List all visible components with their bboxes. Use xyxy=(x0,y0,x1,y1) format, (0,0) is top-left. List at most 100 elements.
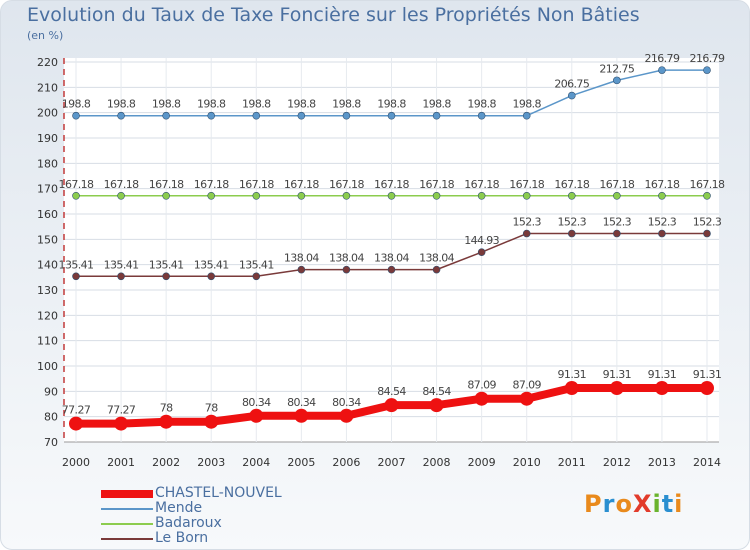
data-point-mende xyxy=(297,111,306,120)
data-label-le-born: 135.41 xyxy=(104,258,139,271)
x-tick-label: 2008 xyxy=(423,456,451,469)
data-label-badaroux: 167.18 xyxy=(374,178,409,191)
y-tick-label: 120 xyxy=(37,309,58,322)
data-label-le-born: 144.93 xyxy=(464,234,499,247)
x-tick-label: 2004 xyxy=(242,456,270,469)
data-point-chastel-nouvel xyxy=(114,416,129,431)
data-point-mende xyxy=(117,111,125,120)
data-label-mende: 216.79 xyxy=(690,52,725,65)
y-tick-label: 170 xyxy=(37,183,58,196)
data-label-badaroux: 167.18 xyxy=(104,178,139,191)
data-point-le-born xyxy=(252,272,261,281)
data-label-badaroux: 167.18 xyxy=(690,178,725,191)
data-point-chastel-nouvel xyxy=(204,414,219,429)
logo-letter: r xyxy=(602,490,616,518)
data-point-le-born xyxy=(207,272,216,281)
data-label-mende: 198.8 xyxy=(107,98,136,111)
data-label-mende: 198.8 xyxy=(62,98,91,111)
data-point-chastel-nouvel xyxy=(249,408,264,423)
x-tick-label: 2013 xyxy=(648,456,676,469)
data-label-le-born: 152.3 xyxy=(603,216,632,229)
data-label-chastel-nouvel: 80.34 xyxy=(242,396,271,409)
x-tick-label: 2010 xyxy=(513,456,541,469)
data-label-chastel-nouvel: 91.31 xyxy=(603,368,632,381)
data-point-chastel-nouvel xyxy=(700,381,714,396)
data-label-le-born: 152.3 xyxy=(558,216,587,229)
x-tick-label: 2009 xyxy=(468,456,496,469)
y-tick-label: 210 xyxy=(37,81,58,94)
data-label-le-born: 135.41 xyxy=(239,258,274,271)
data-label-chastel-nouvel: 77.27 xyxy=(107,404,136,417)
data-point-le-born xyxy=(387,265,396,274)
data-point-le-born xyxy=(703,229,711,238)
data-point-badaroux xyxy=(567,192,576,200)
data-label-le-born: 138.04 xyxy=(284,252,319,265)
data-point-mende xyxy=(703,66,711,74)
data-point-chastel-nouvel xyxy=(159,414,174,429)
data-label-le-born: 135.41 xyxy=(149,258,184,271)
unit-label: (en %) xyxy=(27,29,64,42)
data-label-le-born: 135.41 xyxy=(59,258,94,271)
data-label-mende: 198.8 xyxy=(197,98,226,111)
data-point-badaroux xyxy=(117,192,125,200)
data-point-le-born xyxy=(432,265,441,274)
logo-letter: X xyxy=(632,490,653,518)
data-label-chastel-nouvel: 84.54 xyxy=(422,385,451,398)
data-label-mende: 198.8 xyxy=(422,98,451,111)
data-point-mende xyxy=(658,66,666,74)
y-tick-label: 130 xyxy=(37,284,58,297)
logo-letter: i xyxy=(674,490,684,518)
data-label-chastel-nouvel: 80.34 xyxy=(332,396,361,409)
data-point-le-born xyxy=(162,272,170,281)
data-point-badaroux xyxy=(72,192,80,200)
data-point-badaroux xyxy=(207,192,216,200)
data-label-mende: 198.8 xyxy=(467,98,496,111)
data-label-badaroux: 167.18 xyxy=(464,178,499,191)
data-label-chastel-nouvel: 91.31 xyxy=(693,368,722,381)
data-label-le-born: 138.04 xyxy=(329,252,364,265)
data-point-chastel-nouvel xyxy=(609,381,624,396)
data-label-le-born: 152.3 xyxy=(693,216,722,229)
x-tick-label: 2005 xyxy=(287,456,315,469)
data-point-chastel-nouvel xyxy=(564,381,579,396)
y-tick-label: 140 xyxy=(37,259,58,272)
data-label-mende: 198.8 xyxy=(377,98,406,111)
data-label-le-born: 135.41 xyxy=(194,258,229,271)
data-label-mende: 198.8 xyxy=(287,98,316,111)
data-label-mende: 198.8 xyxy=(242,98,271,111)
data-label-le-born: 152.3 xyxy=(648,216,677,229)
data-label-badaroux: 167.18 xyxy=(239,178,274,191)
data-point-chastel-nouvel xyxy=(339,408,354,423)
x-tick-label: 2003 xyxy=(197,456,225,469)
data-point-le-born xyxy=(613,229,621,238)
data-point-badaroux xyxy=(613,192,621,200)
y-tick-label: 70 xyxy=(44,436,58,449)
data-point-badaroux xyxy=(522,192,531,200)
x-tick-label: 2014 xyxy=(693,456,721,469)
x-tick-label: 2012 xyxy=(603,456,631,469)
y-tick-label: 80 xyxy=(44,411,58,424)
data-point-le-born xyxy=(658,229,666,238)
data-point-mende xyxy=(522,111,531,120)
data-point-le-born xyxy=(342,265,351,274)
data-point-mende xyxy=(432,111,441,120)
data-point-chastel-nouvel xyxy=(69,416,83,431)
x-tick-label: 2002 xyxy=(152,456,180,469)
data-label-mende: 216.79 xyxy=(644,52,679,65)
legend-swatch xyxy=(101,523,153,525)
x-tick-label: 2000 xyxy=(62,456,90,469)
data-label-chastel-nouvel: 80.34 xyxy=(287,396,316,409)
data-label-chastel-nouvel: 78 xyxy=(160,402,173,415)
data-label-chastel-nouvel: 84.54 xyxy=(377,385,406,398)
data-point-badaroux xyxy=(342,192,351,200)
data-point-badaroux xyxy=(703,192,711,200)
y-tick-label: 100 xyxy=(37,360,58,373)
data-label-badaroux: 167.18 xyxy=(284,178,319,191)
y-tick-label: 160 xyxy=(37,208,58,221)
data-point-le-born xyxy=(297,265,306,274)
legend-label: Mende xyxy=(155,500,203,516)
proxiti-logo: ProXiti xyxy=(584,490,683,518)
legend-label: Badaroux xyxy=(155,515,222,531)
data-label-chastel-nouvel: 87.09 xyxy=(512,379,541,392)
